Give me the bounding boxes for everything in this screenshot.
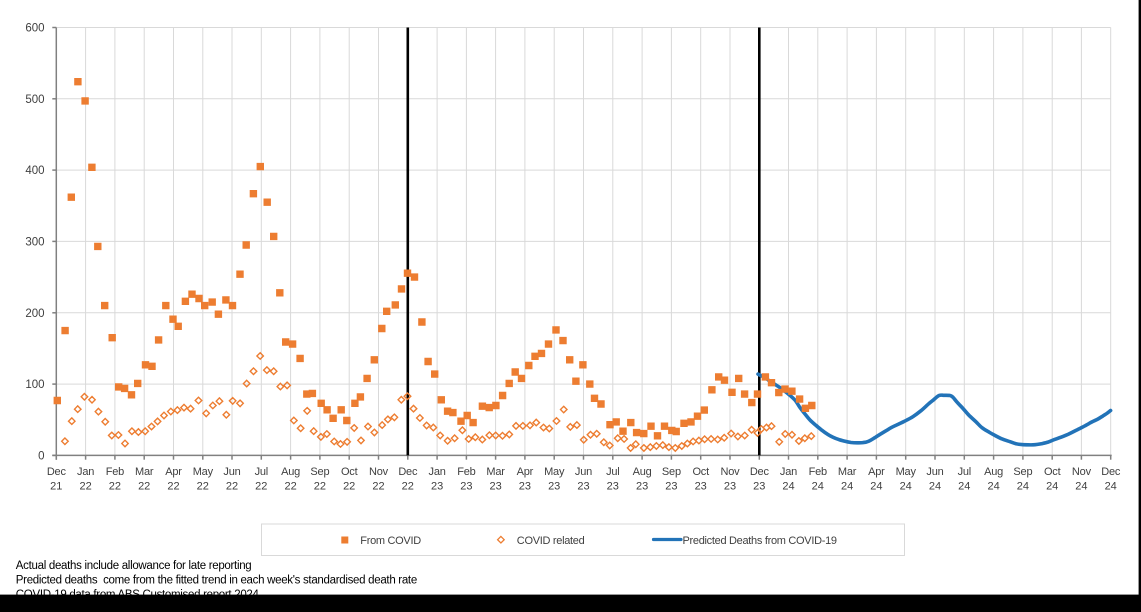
- svg-text:21: 21: [50, 481, 62, 493]
- svg-text:Mar: Mar: [486, 466, 505, 478]
- svg-text:Sep: Sep: [662, 466, 681, 478]
- svg-text:23: 23: [431, 481, 443, 493]
- svg-text:Oct: Oct: [1044, 466, 1061, 478]
- svg-text:Jul: Jul: [606, 466, 619, 478]
- svg-text:Oct: Oct: [341, 466, 358, 478]
- svg-text:23: 23: [607, 481, 619, 493]
- svg-text:24: 24: [782, 481, 794, 493]
- svg-text:200: 200: [25, 308, 44, 320]
- svg-text:22: 22: [314, 481, 326, 493]
- svg-text:Jul: Jul: [958, 466, 971, 478]
- svg-text:22: 22: [343, 481, 355, 493]
- svg-text:Jan: Jan: [77, 466, 94, 478]
- svg-text:Apr: Apr: [868, 466, 885, 478]
- svg-text:May: May: [544, 466, 565, 478]
- svg-text:Jun: Jun: [575, 466, 592, 478]
- svg-text:Aug: Aug: [281, 466, 300, 478]
- svg-text:Aug: Aug: [984, 466, 1003, 478]
- svg-text:23: 23: [519, 481, 531, 493]
- svg-text:23: 23: [636, 481, 648, 493]
- svg-text:600: 600: [25, 23, 44, 35]
- svg-text:22: 22: [372, 481, 384, 493]
- svg-text:23: 23: [489, 481, 501, 493]
- svg-text:Dec: Dec: [750, 466, 770, 478]
- svg-text:Sep: Sep: [1013, 466, 1032, 478]
- svg-text:Feb: Feb: [809, 466, 827, 478]
- svg-text:23: 23: [460, 481, 472, 493]
- svg-text:Dec: Dec: [398, 466, 418, 478]
- svg-text:24: 24: [841, 481, 853, 493]
- svg-text:Actual deaths include allowanc: Actual deaths include allowance for late…: [16, 560, 252, 572]
- svg-text:23: 23: [753, 481, 765, 493]
- svg-text:Apr: Apr: [517, 466, 534, 478]
- svg-text:Jun: Jun: [926, 466, 943, 478]
- svg-text:24: 24: [987, 481, 999, 493]
- svg-text:24: 24: [929, 481, 941, 493]
- svg-text:Dec: Dec: [1101, 466, 1121, 478]
- svg-text:23: 23: [695, 481, 707, 493]
- svg-text:22: 22: [79, 481, 91, 493]
- svg-text:22: 22: [402, 481, 414, 493]
- svg-text:24: 24: [1046, 481, 1058, 493]
- svg-text:100: 100: [25, 379, 44, 391]
- svg-text:Jul: Jul: [255, 466, 268, 478]
- svg-text:Jan: Jan: [780, 466, 797, 478]
- svg-text:23: 23: [665, 481, 677, 493]
- svg-text:22: 22: [226, 481, 238, 493]
- svg-text:Predicted deaths come from th: Predicted deaths come from the fitted tr…: [16, 575, 417, 587]
- svg-text:22: 22: [197, 481, 209, 493]
- svg-text:23: 23: [548, 481, 560, 493]
- svg-text:Apr: Apr: [165, 466, 182, 478]
- svg-text:22: 22: [255, 481, 267, 493]
- svg-text:Jun: Jun: [223, 466, 240, 478]
- svg-text:24: 24: [1075, 481, 1087, 493]
- svg-text:COVID related: COVID related: [517, 535, 585, 547]
- svg-text:24: 24: [870, 481, 882, 493]
- svg-text:24: 24: [812, 481, 824, 493]
- svg-text:Feb: Feb: [106, 466, 124, 478]
- svg-text:500: 500: [25, 94, 44, 106]
- svg-text:23: 23: [577, 481, 589, 493]
- svg-text:Nov: Nov: [369, 466, 389, 478]
- svg-text:Oct: Oct: [692, 466, 709, 478]
- svg-text:23: 23: [724, 481, 736, 493]
- svg-text:300: 300: [25, 236, 44, 248]
- svg-text:24: 24: [900, 481, 912, 493]
- svg-text:Sep: Sep: [310, 466, 329, 478]
- svg-text:Mar: Mar: [135, 466, 154, 478]
- svg-text:24: 24: [1017, 481, 1029, 493]
- svg-text:May: May: [193, 466, 214, 478]
- svg-text:22: 22: [138, 481, 150, 493]
- svg-text:24: 24: [958, 481, 970, 493]
- svg-text:400: 400: [25, 165, 44, 177]
- svg-text:Mar: Mar: [838, 466, 857, 478]
- svg-text:Nov: Nov: [1072, 466, 1092, 478]
- svg-text:May: May: [896, 466, 917, 478]
- svg-text:Nov: Nov: [721, 466, 741, 478]
- svg-text:Aug: Aug: [633, 466, 652, 478]
- svg-text:0: 0: [38, 450, 44, 462]
- svg-text:22: 22: [109, 481, 121, 493]
- svg-text:22: 22: [284, 481, 296, 493]
- svg-text:Predicted Deaths from COVID-19: Predicted Deaths from COVID-19: [683, 535, 837, 547]
- svg-text:24: 24: [1105, 481, 1117, 493]
- svg-text:From COVID: From COVID: [360, 535, 421, 547]
- svg-text:Dec: Dec: [47, 466, 67, 478]
- svg-text:Feb: Feb: [457, 466, 475, 478]
- svg-text:Jan: Jan: [429, 466, 446, 478]
- svg-text:22: 22: [167, 481, 179, 493]
